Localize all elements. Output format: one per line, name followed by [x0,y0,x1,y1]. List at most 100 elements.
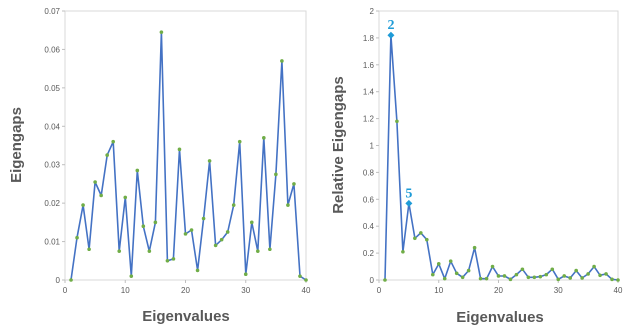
chart-0-data-point [213,243,218,248]
chart-1-y-axis-title: Relative Eigengaps [330,76,347,214]
chart-0-data-point [201,216,206,221]
chart-0-y-tick-label: 0.04 [44,122,60,131]
chart-0-data-point [147,249,152,253]
chart-1-data-point [514,272,519,277]
chart-0-data-point [141,224,146,228]
chart-1-data-point [395,119,399,124]
chart-1-data-point [496,274,501,278]
chart-1-y-tick-label: 0.4 [363,222,375,231]
chart-0-data-point [274,172,278,177]
chart-1-y-tick-label: 1 [370,142,375,151]
chart-0-data-point [81,203,85,207]
chart-1-data-point [502,274,507,278]
chart-1-data-point [460,275,465,280]
chart-1-data-point [436,262,441,266]
chart-1-data-point [538,274,543,279]
chart-1-data-point [532,275,537,280]
chart-1-y-tick-label: 0.8 [363,168,375,177]
chart-1-data-point [556,277,561,282]
chart-0-data-point [249,220,254,225]
chart-0-data-point [262,136,266,140]
chart-0-data-point [171,257,176,261]
chart-0-y-tick-label: 0.07 [44,7,60,16]
chart-0-data-point [87,247,91,252]
chart-1-data-point [448,259,453,263]
chart-0-data-point [99,193,103,198]
chart-1-data-point [478,276,483,281]
chart-0-data-point [189,228,194,232]
chart-0-data-point [123,195,128,200]
chart-1-annotation-label: 2 [387,18,394,33]
chart-1-y-tick-label: 1.2 [363,115,375,124]
chart-0-data-point [286,203,290,207]
chart-1-data-point [383,278,387,282]
chart-1-y-tick-label: 1.4 [363,88,375,97]
chart-0-data-point [255,249,260,253]
chart-0-y-tick-label: 0 [56,276,61,285]
chart-1-data-point [616,278,620,282]
relative-eigengaps-chart: Eigenvalues Relative Eigengaps 0 0.2 0.4 0.… [330,7,623,326]
chart-0-data-point [129,274,134,278]
chart-0-y-tick-label: 0.05 [44,84,60,93]
chart-0-data-point [183,232,188,236]
chart-1-data-point [610,277,614,282]
chart-1-data-point [586,272,590,276]
chart-0-data-point [117,249,122,253]
chart-0-data-point [237,139,242,144]
chart-0-data-point [195,268,200,273]
chart-1-data-point [413,236,417,241]
chart-0-data-point [75,235,79,240]
chart-1-y-tick-label: 0 [370,276,375,285]
chart-1-data-point [454,271,459,276]
chart-0-data-point [93,180,97,184]
chart-1-data-point [430,272,435,277]
chart-1-x-axis-title: Eigenvalues [456,309,544,326]
chart-1-highlight-marker [405,199,413,207]
chart-1-x-tick-label: 0 [377,286,382,295]
chart-0-y-tick-label: 0.06 [44,45,60,54]
chart-1-data-point [520,267,525,272]
chart-1-x-tick-label: 20 [494,286,503,295]
chart-1-data-point [598,273,602,278]
chart-0-data-point [268,247,272,252]
chart-0-data-point [219,237,224,242]
chart-1-y-tick-label: 1.6 [363,61,375,70]
chart-1-x-tick-label: 10 [434,286,443,295]
chart-0-data-point [153,220,158,225]
chart-1-data-point [544,272,549,277]
chart-0-data-point [69,278,73,282]
chart-0-y-tick-label: 0.03 [44,161,60,170]
chart-0-y-tick-label: 0.01 [44,238,60,247]
chart-1-data-point [419,231,423,235]
chart-0-data-point [105,153,109,157]
chart-0-data-point [111,139,115,144]
chart-1-y-tick-label: 0.2 [363,249,375,258]
chart-1-data-point [562,274,567,278]
chart-1-data-point [568,276,572,280]
chart-1-data-point [580,276,584,280]
chart-1-x-tick-label: 30 [554,286,563,295]
chart-1-data-point [490,264,495,269]
chart-0-data-point [177,147,182,152]
chart-0-x-tick-label: 40 [302,286,311,295]
chart-1-annotation-label: 5 [405,186,412,201]
chart-0-x-tick-label: 0 [63,286,68,295]
chart-0-y-axis-title: Eigengaps [8,107,25,183]
chart-0-y-tick-label: 0.02 [44,199,60,208]
chart-1-data-point [508,277,513,282]
eigengaps-chart: Eigenvalues Eigengaps 0 0.01 0.02 0.03 0.04 0… [8,7,311,325]
chart-0-data-point [165,258,170,263]
chart-0-x-tick-label: 30 [241,286,250,295]
chart-0-data-point [298,274,302,278]
chart-1-data-point [466,268,471,273]
chart-0-data-point [231,203,236,207]
chart-0-x-axis-title: Eigenvalues [142,308,230,325]
chart-1-y-tick-label: 1.8 [363,34,375,43]
chart-1-data-point [472,245,477,250]
chart-1-data-point [526,275,531,280]
chart-0-data-point [135,168,140,173]
chart-1-y-tick-label: 0.6 [363,195,375,204]
chart-1-series-line [384,34,619,281]
chart-1-data-point [442,276,447,281]
chart-1-data-point [592,264,596,269]
